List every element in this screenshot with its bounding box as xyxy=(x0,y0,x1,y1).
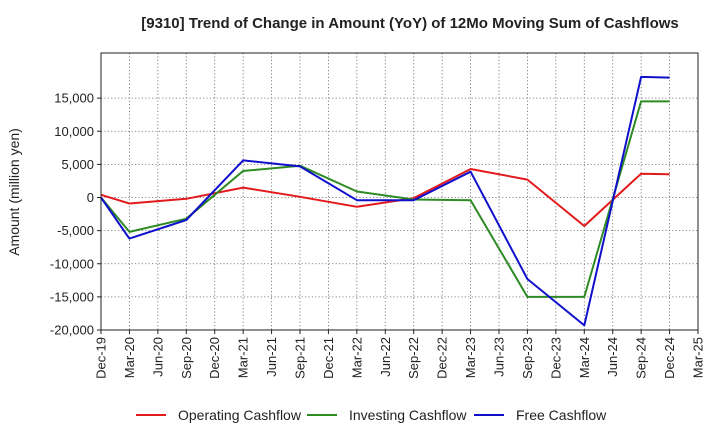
y-tick-label: -15,000 xyxy=(50,289,94,304)
x-tick-label: Dec-22 xyxy=(435,337,450,379)
x-tick-label: Jun-21 xyxy=(264,337,279,377)
y-tick-labels: -20,000 -15,000 -10,000 -5,000 0 5,000 10,000 1… xyxy=(50,91,101,338)
x-tick-label: Mar-24 xyxy=(577,337,592,378)
series-line-investing-cashflow xyxy=(100,100,670,298)
x-tick-label: Sep-24 xyxy=(634,337,649,379)
x-tick-label: Sep-23 xyxy=(520,337,535,379)
x-tick-label: Mar-21 xyxy=(236,337,251,378)
series-line-free-cashflow xyxy=(100,75,670,327)
y-tick-label: -20,000 xyxy=(50,323,94,338)
series-layer xyxy=(100,75,670,327)
x-tick-label: Jun-22 xyxy=(378,337,393,377)
x-tick-label: Dec-23 xyxy=(548,337,563,379)
x-tick-label: Dec-21 xyxy=(321,337,336,379)
x-tick-label: Jun-20 xyxy=(150,337,165,377)
legend: Operating Cashflow Investing Cashflow Free… xyxy=(136,407,607,423)
plot-frame xyxy=(100,52,699,331)
x-tick-label: Mar-20 xyxy=(122,337,137,378)
grid-lines xyxy=(101,53,698,330)
y-axis-label: Amount (million yen) xyxy=(6,128,22,256)
x-tick-label: Sep-21 xyxy=(293,337,308,379)
y-tick-label: 15,000 xyxy=(54,91,94,106)
x-tick-label: Sep-22 xyxy=(406,337,421,379)
y-tick-label: -10,000 xyxy=(50,256,94,271)
y-tick-label: 0 xyxy=(87,190,94,205)
legend-label-investing-cashflow: Investing Cashflow xyxy=(349,407,467,423)
x-tick-label: Sep-20 xyxy=(179,337,194,379)
chart-title: [9310] Trend of Change in Amount (YoY) o… xyxy=(141,15,679,32)
legend-label-free-cashflow: Free Cashflow xyxy=(516,407,607,423)
y-tick-label: -5,000 xyxy=(57,223,94,238)
x-tick-label: Dec-20 xyxy=(207,337,222,379)
legend-label-operating-cashflow: Operating Cashflow xyxy=(178,407,302,423)
x-tick-label: Mar-23 xyxy=(463,337,478,378)
x-tick-label: Mar-22 xyxy=(349,337,364,378)
x-tick-label: Mar-25 xyxy=(691,337,706,378)
y-tick-label: 5,000 xyxy=(61,157,94,172)
y-tick-label: 10,000 xyxy=(54,124,94,139)
series-line-operating-cashflow xyxy=(100,168,670,227)
x-tick-label: Jun-24 xyxy=(605,337,620,377)
x-tick-label: Dec-24 xyxy=(662,337,677,379)
x-tick-label: Jun-23 xyxy=(492,337,507,377)
x-tick-label: Dec-19 xyxy=(94,337,109,379)
x-tick-labels: Dec-19 Mar-20 Jun-20 Sep-20 Dec-20 Mar-21 Jun-… xyxy=(94,330,706,379)
